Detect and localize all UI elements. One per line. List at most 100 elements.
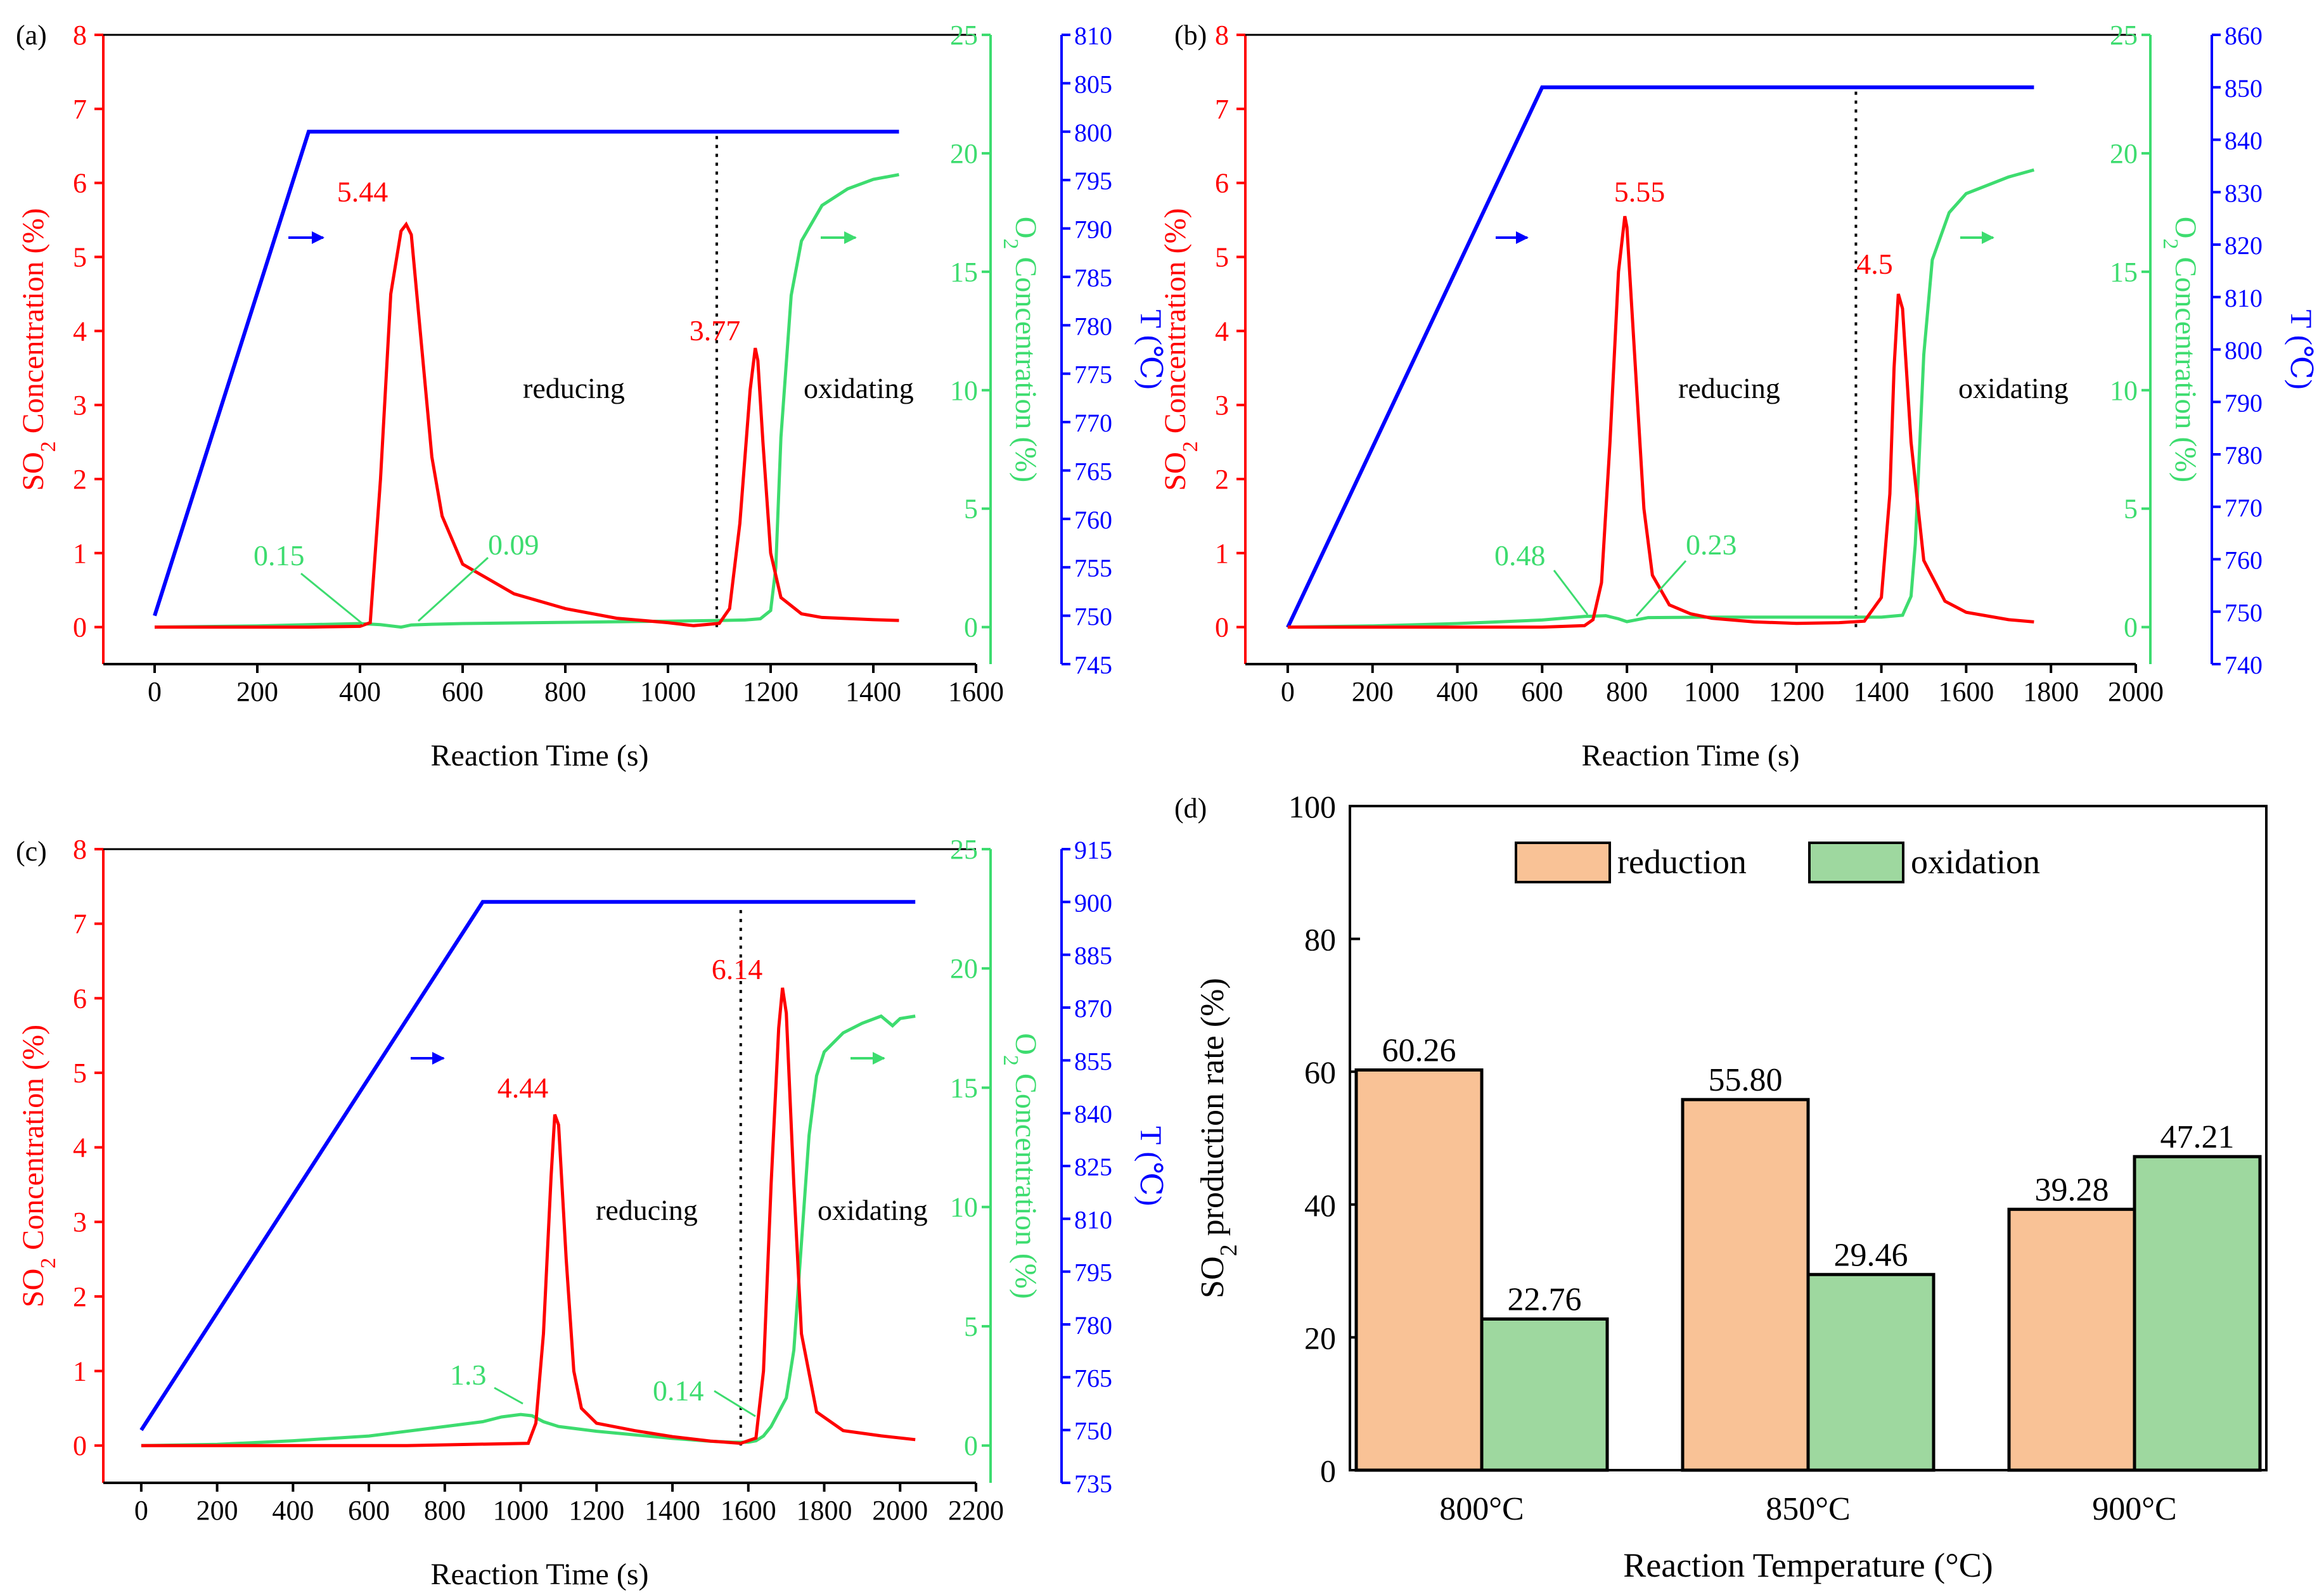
panel-b-o2-tick-label: 5: [2124, 494, 2138, 525]
panel-b-x-tick-label: 400: [1437, 676, 1479, 707]
panel-a-xlabel: Reaction Time (s): [431, 739, 649, 772]
panel-a-label: (a): [16, 20, 47, 51]
panel-b-label: (b): [1174, 20, 1207, 51]
panel-a-so2-tick-label: 0: [73, 612, 87, 643]
panel-c-temp-tick-label: 840: [1074, 1100, 1112, 1129]
panel-c-so2-tick-label: 5: [73, 1058, 87, 1089]
panel-b-so2-tick-label: 5: [1215, 241, 1229, 272]
panel-a-temp-tick-label: 755: [1074, 554, 1112, 582]
panel-c-x-tick-label: 2000: [872, 1495, 928, 1526]
panel-b-so2-tick-label: 0: [1215, 612, 1229, 643]
panel-a-temp-tick-label: 760: [1074, 506, 1112, 534]
panel-c-o2-tick-label: 15: [950, 1072, 978, 1103]
panel-a-temp-tick-label: 800: [1074, 119, 1112, 147]
panel-c-o2-label-1: 1.3: [450, 1359, 487, 1391]
panel-a-temp-tick-label: 810: [1074, 22, 1112, 50]
panel-a-temp-tick-label: 775: [1074, 361, 1112, 389]
panel-c-o2-tick-label: 10: [950, 1192, 978, 1223]
panel-a-o2-tick-label: 15: [950, 257, 978, 288]
panel-c-ylabel-so2: SO2 Concentration (%): [16, 1025, 60, 1307]
panel-a-o2-line: [154, 173, 899, 629]
panel-c-so2-tick-label: 0: [73, 1430, 87, 1461]
panel-c-chart: (c) 012345678051015202573575076578079581…: [16, 834, 1167, 1591]
panel-d-y-tick-label: 0: [1320, 1453, 1336, 1489]
panel-a-temp-tick-label: 785: [1074, 264, 1112, 292]
panel-b-x-tick-label: 1600: [1938, 676, 1994, 707]
panel-b-x-tick-label: 200: [1352, 676, 1394, 707]
panel-d-xlabel: Reaction Temperature (°C): [1623, 1546, 1993, 1584]
panel-c-temp-tick-label: 855: [1074, 1047, 1112, 1075]
panel-c-temp-tick-label: 735: [1074, 1470, 1112, 1498]
panel-c-o2-label-2: 0.14: [653, 1374, 704, 1407]
panel-b-so2-tick-label: 2: [1215, 464, 1229, 495]
panel-b-temp-tick-label: 760: [2224, 546, 2263, 575]
panel-c-peak1-label: 4.44: [498, 1072, 549, 1104]
panel-a-so2-tick-label: 3: [73, 390, 87, 421]
panel-a-temp-tick-label: 790: [1074, 215, 1112, 244]
bar-reduction: [1681, 1098, 1810, 1472]
panel-a-oxidating-label: oxidating: [804, 372, 914, 404]
panel-d-x-tick-label: 900°C: [2092, 1491, 2176, 1527]
panel-b-oxidating-label: oxidating: [1958, 372, 2069, 404]
panel-c-x-tick-label: 1400: [645, 1495, 700, 1526]
panel-a-so2-tick-label: 2: [73, 464, 87, 495]
bar-value-label: 29.46: [1834, 1237, 1908, 1273]
panel-b-o2-tick-label: 0: [2124, 612, 2138, 643]
panel-a-x-tick-label: 800: [544, 676, 586, 707]
panel-c-ylabel-o2: O2 Concentration (%): [999, 1033, 1043, 1299]
panel-a-o2-tick-label: 5: [964, 494, 978, 525]
panel-b-x-tick-label: 0: [1281, 676, 1295, 707]
panel-a-peak2-label: 3.77: [690, 314, 741, 347]
panel-b-o2-tick-label: 15: [2110, 257, 2138, 288]
panel-d-legend: reduction oxidation: [1515, 842, 2040, 883]
panel-b-temp-tick-label: 790: [2224, 388, 2263, 417]
panel-d-x-tick-label: 800°C: [1439, 1491, 1524, 1527]
panel-b-so2-tick-label: 7: [1215, 94, 1229, 125]
panel-c-so2-tick-label: 4: [73, 1132, 87, 1163]
panel-b-leader-2: [1635, 560, 1687, 617]
panel-a-peak1-label: 5.44: [337, 176, 388, 208]
panel-b-so2-tick-label: 3: [1215, 390, 1229, 421]
panel-c-temp-tick-label: 795: [1074, 1259, 1112, 1287]
panel-c-o2-tick-label: 0: [964, 1430, 978, 1461]
panel-c-so2-tick-label: 1: [73, 1356, 87, 1387]
panel-c-temp-tick-label: 900: [1074, 888, 1112, 917]
panel-a-ylabel-temp: T (℃): [1134, 309, 1167, 389]
panel-b-x-tick-label: 600: [1521, 676, 1563, 707]
panel-b-o2-tick-label: 10: [2110, 375, 2138, 406]
panel-c-x-tick-label: 600: [348, 1495, 390, 1526]
panel-c-x-tick-label: 1600: [721, 1495, 776, 1526]
panel-a-x-tick-label: 1600: [948, 676, 1004, 707]
bar-value-label: 47.21: [2160, 1119, 2235, 1155]
panel-a-so2-tick-label: 1: [73, 538, 87, 569]
panel-d-y-tick-label: 100: [1288, 789, 1336, 824]
panel-c-ylabel-temp: T (℃): [1134, 1126, 1167, 1206]
panel-b-reducing-label: reducing: [1678, 372, 1780, 404]
bar-value-label: 60.26: [1382, 1032, 1456, 1068]
panel-a-leader-1: [300, 572, 364, 625]
panel-b-ylabel-so2: SO2 Concentration (%): [1159, 208, 1202, 490]
panel-a-o2-tick-label: 25: [950, 20, 978, 51]
panel-a-chart: (a) 012345678051015202574575075576076577…: [16, 20, 1167, 772]
panel-d-y-tick-label: 40: [1304, 1188, 1336, 1223]
panel-a-o2-label-2: 0.09: [488, 528, 539, 561]
bar-oxidation: [1806, 1272, 1936, 1472]
panel-c-temp-tick-label: 810: [1074, 1205, 1112, 1234]
panel-c-x-tick-label: 1200: [568, 1495, 624, 1526]
panel-b-temp-tick-label: 830: [2224, 179, 2263, 207]
panel-a-o2-tick-label: 0: [964, 612, 978, 643]
panel-a-ylabel-so2: SO2 Concentration (%): [16, 208, 60, 490]
panel-b-so2-tick-label: 6: [1215, 168, 1229, 199]
panel-c-so2-tick-label: 8: [73, 834, 87, 865]
panel-a-so2-line: [155, 221, 899, 629]
panel-c-xlabel: Reaction Time (s): [431, 1558, 649, 1591]
panel-c-oxidating-label: oxidating: [818, 1194, 928, 1226]
panel-c-so2-line: [141, 987, 916, 1447]
panel-a-temperature-line: [153, 129, 899, 617]
panel-b-temp-tick-label: 850: [2224, 74, 2263, 103]
panel-c-x-tick-label: 400: [272, 1495, 314, 1526]
panel-c-so2-tick-label: 7: [73, 909, 87, 940]
panel-b-o2-line: [1287, 168, 2035, 629]
bar-value-label: 22.76: [1508, 1281, 1582, 1317]
panel-c-peak2-label: 6.14: [712, 953, 763, 985]
